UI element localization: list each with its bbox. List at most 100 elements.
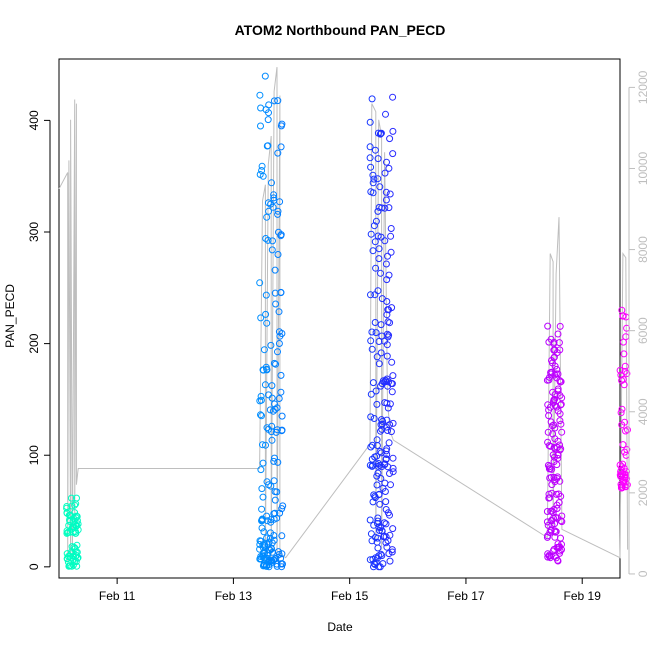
data-point: [377, 321, 385, 329]
data-point: [383, 543, 391, 551]
data-point: [374, 175, 382, 183]
data-point: [270, 97, 278, 105]
y2-tick-label: 10000: [636, 151, 650, 185]
data-point: [263, 213, 271, 221]
y-axis: 0 100 200 300 400: [27, 110, 51, 570]
data-point: [550, 397, 558, 405]
scatter-points-layer: [63, 72, 631, 571]
data-point: [381, 461, 389, 469]
data-point: [63, 503, 71, 510]
y-tick-label: 200: [27, 333, 41, 353]
data-point: [387, 248, 395, 256]
data-point: [620, 478, 628, 486]
data-point: [554, 556, 562, 564]
data-point: [275, 328, 283, 336]
data-point: [388, 388, 396, 396]
data-point: [375, 360, 383, 368]
y2-tick-label: 8000: [636, 236, 650, 263]
data-point: [265, 481, 273, 489]
data-point: [619, 441, 627, 449]
data-point: [258, 162, 266, 170]
data-point: [387, 232, 395, 240]
data-point: [547, 527, 555, 535]
data-point: [387, 225, 395, 232]
data-point: [272, 300, 280, 308]
data-point: [68, 502, 76, 510]
x-tick-label: Feb 15: [331, 589, 369, 603]
data-point: [558, 512, 566, 520]
data-point: [368, 328, 376, 336]
y-tick-label: 100: [27, 445, 41, 465]
data-point: [382, 520, 390, 528]
data-point: [617, 409, 625, 417]
data-point: [263, 534, 271, 542]
data-point: [385, 439, 393, 447]
data-point: [374, 207, 382, 215]
data-point: [367, 337, 375, 345]
data-point: [375, 523, 383, 531]
data-point: [386, 470, 393, 477]
data-point: [270, 359, 278, 367]
data-point: [266, 534, 274, 542]
data-point: [381, 337, 388, 345]
data-point: [271, 289, 279, 297]
data-point: [370, 415, 378, 422]
data-point: [386, 421, 394, 429]
data-point: [277, 371, 285, 379]
data-point: [549, 430, 557, 438]
data-point: [621, 362, 629, 370]
data-point: [261, 381, 269, 389]
data-point: [267, 341, 275, 349]
x-tick-label: Feb 13: [215, 589, 253, 603]
data-point: [389, 454, 397, 462]
data-point: [268, 436, 276, 444]
y-tick-label: 0: [27, 563, 41, 570]
data-point: [370, 222, 378, 230]
data-point: [382, 376, 390, 384]
data-point: [384, 537, 392, 545]
data-point: [619, 338, 627, 346]
y-tick-label: 400: [27, 110, 41, 130]
x-tick-label: Feb 17: [447, 589, 485, 603]
data-point: [264, 199, 272, 207]
data-point: [374, 517, 382, 525]
data-point: [386, 190, 394, 198]
data-point: [382, 196, 390, 204]
data-point: [369, 189, 377, 197]
data-point: [64, 552, 72, 560]
data-point: [68, 548, 76, 556]
data-point: [257, 104, 265, 112]
x-tick-label: Feb 19: [564, 589, 602, 603]
data-point: [258, 505, 266, 513]
data-point: [69, 561, 77, 569]
data-point: [263, 561, 271, 569]
data-point: [66, 562, 74, 570]
data-point: [277, 143, 285, 151]
data-point: [269, 203, 277, 211]
data-point: [268, 558, 276, 566]
data-point: [383, 158, 390, 166]
data-point: [271, 454, 278, 462]
data-point: [551, 527, 559, 535]
data-point: [68, 494, 75, 502]
data-point: [389, 150, 397, 158]
data-point: [388, 548, 396, 556]
data-point: [367, 230, 375, 238]
data-point: [263, 366, 271, 374]
data-point: [550, 476, 558, 484]
data-point: [375, 563, 383, 571]
data-point: [366, 143, 374, 151]
data-point: [256, 91, 264, 99]
data-point: [259, 493, 267, 501]
data-point: [383, 352, 391, 360]
data-point: [272, 554, 280, 562]
data-point: [550, 473, 558, 481]
data-point: [384, 404, 392, 412]
data-point: [553, 461, 561, 469]
data-point: [558, 428, 566, 436]
data-point: [259, 541, 267, 549]
data-point: [376, 130, 384, 138]
data-point: [269, 237, 276, 245]
data-point: [549, 359, 556, 367]
